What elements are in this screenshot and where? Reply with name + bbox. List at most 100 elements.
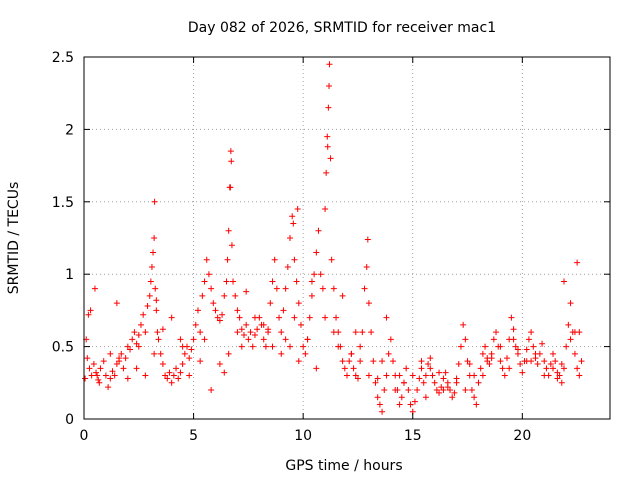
data-point [317, 271, 324, 278]
data-point [376, 401, 383, 408]
data-point [144, 303, 151, 310]
data-point [170, 372, 177, 379]
data-point [137, 321, 144, 328]
data-point [133, 365, 140, 372]
data-point [194, 307, 201, 314]
y-axis-label: SRMTID / TECUs [6, 182, 22, 295]
data-point [124, 375, 131, 382]
data-point [225, 350, 232, 357]
data-point [146, 292, 153, 299]
data-point [212, 307, 219, 314]
data-point [82, 375, 89, 382]
data-point [407, 401, 414, 408]
data-point [322, 314, 329, 321]
data-point [157, 350, 164, 357]
data-point [339, 292, 346, 299]
data-point [560, 278, 567, 285]
data-point [414, 387, 421, 394]
data-point [528, 329, 535, 336]
data-point [497, 358, 504, 365]
data-point [199, 292, 206, 299]
data-point [297, 321, 304, 328]
data-point [501, 372, 508, 379]
data-point [479, 372, 486, 379]
y-tick-label: 2 [65, 122, 74, 138]
data-point [107, 375, 114, 382]
data-point [315, 227, 322, 234]
data-point [449, 394, 456, 401]
data-point [365, 372, 372, 379]
data-point [543, 365, 550, 372]
data-point [308, 278, 315, 285]
data-point [271, 256, 278, 263]
data-point [302, 350, 309, 357]
data-point [140, 311, 147, 318]
y-tick-label: 2.5 [52, 50, 74, 66]
data-point [282, 285, 289, 292]
data-point [359, 329, 366, 336]
data-point [154, 329, 161, 336]
data-point [490, 336, 497, 343]
data-point [326, 61, 333, 68]
data-point [460, 321, 467, 328]
data-point [295, 300, 302, 307]
data-point [269, 343, 276, 350]
data-point [111, 372, 118, 379]
data-point [168, 314, 175, 321]
data-point [243, 321, 250, 328]
data-point [278, 350, 285, 357]
data-point [466, 360, 473, 367]
data-point [418, 365, 425, 372]
data-point [422, 372, 429, 379]
data-point [94, 372, 101, 379]
data-point [558, 360, 565, 367]
data-point [147, 278, 154, 285]
data-point [571, 350, 578, 357]
data-point [385, 350, 392, 357]
data-point [574, 365, 581, 372]
plot-frame [83, 56, 611, 420]
data-point [243, 288, 250, 295]
data-point [164, 375, 171, 382]
data-point [379, 358, 386, 365]
data-point [273, 285, 280, 292]
x-tick-label: 10 [294, 428, 312, 444]
axis-ticks [83, 56, 610, 420]
data-point [372, 379, 379, 386]
data-point [236, 314, 243, 321]
data-point [411, 398, 418, 405]
data-point [455, 360, 462, 367]
data-point [181, 350, 188, 357]
data-point [571, 329, 578, 336]
data-point [152, 285, 159, 292]
data-point [151, 198, 158, 205]
data-point [341, 365, 348, 372]
data-point [113, 300, 120, 307]
data-point [444, 384, 451, 391]
data-point [392, 387, 399, 394]
data-point [287, 343, 294, 350]
data-point [344, 372, 350, 379]
data-point [201, 336, 208, 343]
data-point [365, 300, 372, 307]
data-point [234, 329, 241, 336]
data-point [514, 346, 521, 353]
data-point [87, 307, 94, 314]
data-point [396, 372, 403, 379]
data-point [440, 375, 447, 382]
data-point [260, 321, 267, 328]
y-tick-label: 0.5 [52, 340, 74, 356]
data-point [330, 285, 337, 292]
data-point [560, 365, 567, 372]
data-point [245, 336, 252, 343]
data-point [475, 379, 482, 386]
data-point [308, 292, 315, 299]
data-point [230, 278, 237, 285]
data-point [436, 389, 443, 396]
data-point [563, 343, 570, 350]
data-point [291, 256, 298, 263]
data-point [530, 343, 537, 350]
data-point [363, 263, 370, 270]
data-point [313, 365, 320, 372]
